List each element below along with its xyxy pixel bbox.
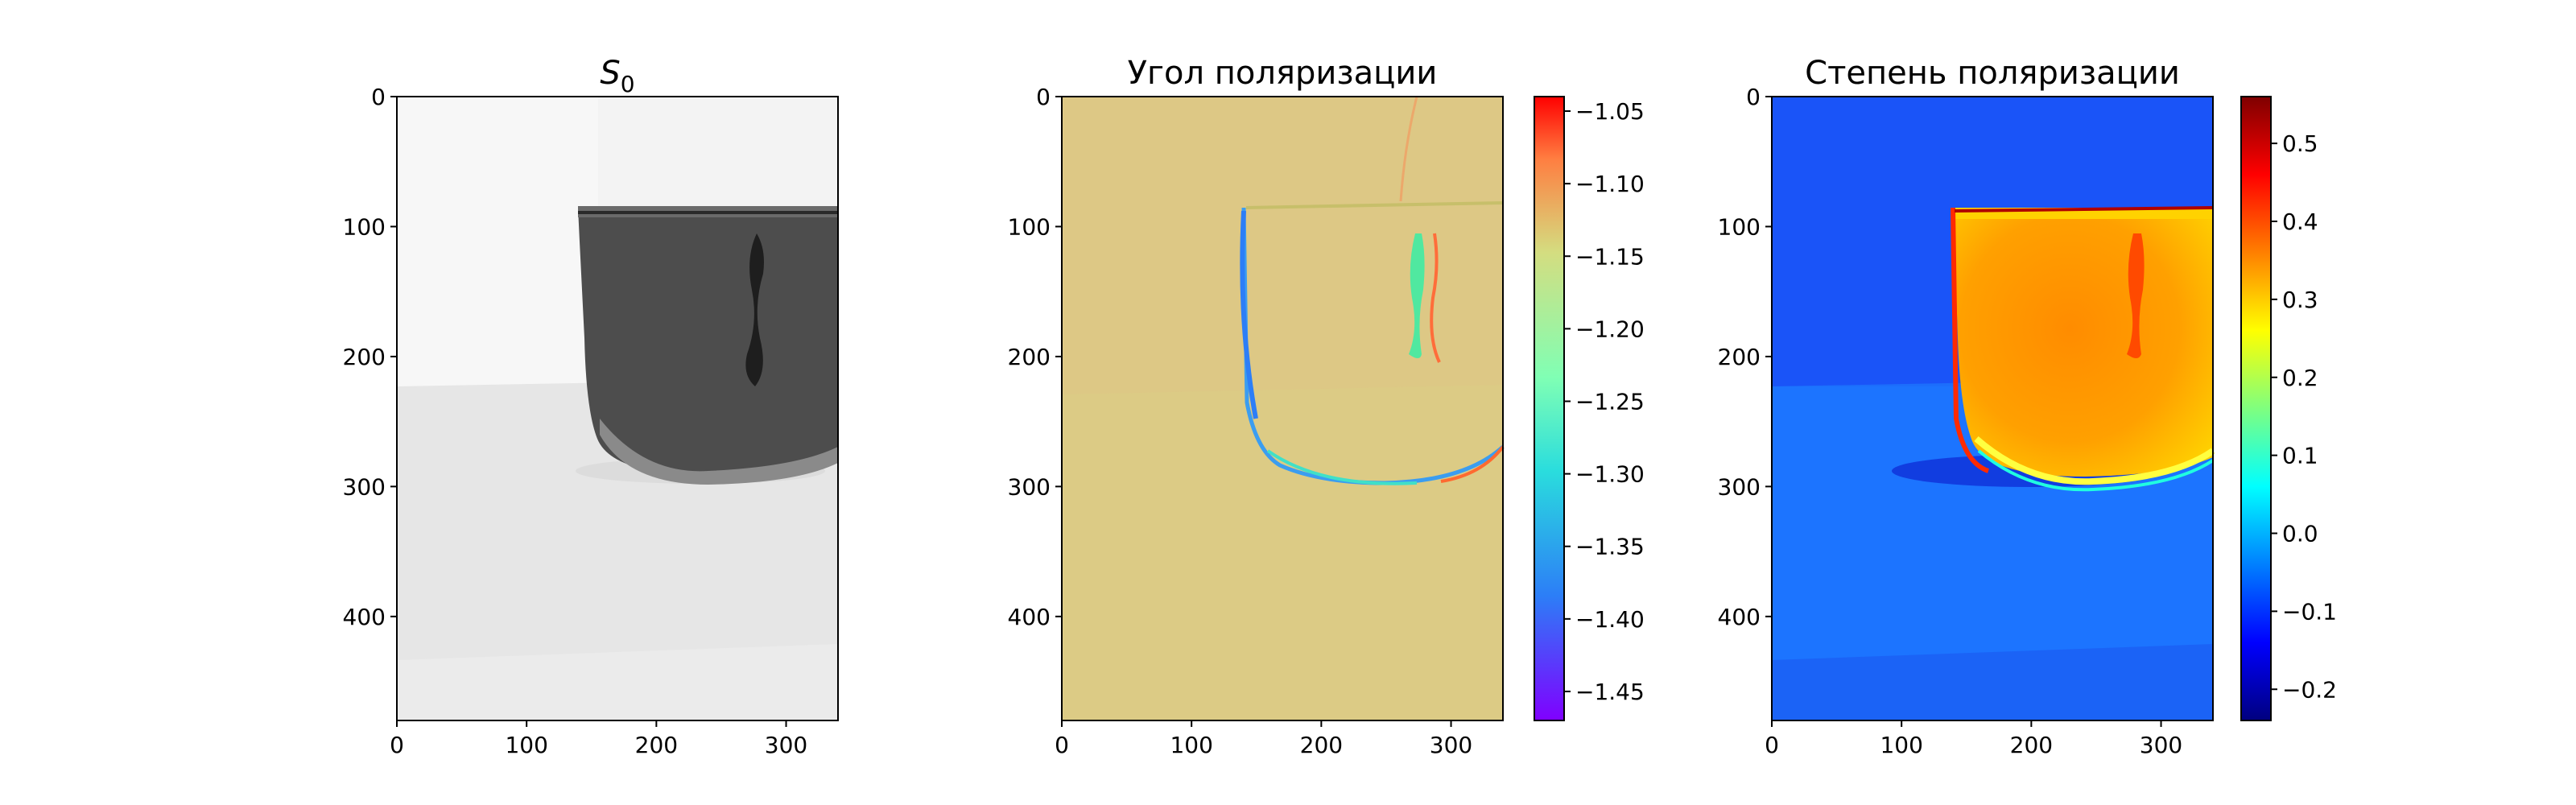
colorbar-tick-label: 0.2 xyxy=(2282,365,2318,391)
y-tick-label: 200 xyxy=(343,344,386,370)
x-tick-label: 0 xyxy=(1055,732,1069,758)
panel-angle: Угол поляризации 0 100 200 300 0 100 200 300 400… xyxy=(1008,55,1645,758)
x-tick-label: 200 xyxy=(2010,732,2053,758)
angle-image xyxy=(1062,96,1505,720)
y-tick-label: 0 xyxy=(1036,84,1051,110)
degree-ticks: 0 100 200 300 0 100 200 300 400 xyxy=(1718,84,2183,758)
degree-title: Степень поляризации xyxy=(1805,55,2180,92)
colorbar-tick-label: −1.20 xyxy=(1575,316,1645,342)
colorbar-tick-label: −1.10 xyxy=(1575,171,1645,197)
s0-image xyxy=(397,97,838,720)
angle-title: Угол поляризации xyxy=(1128,55,1438,92)
y-tick-label: 300 xyxy=(343,473,386,500)
colorbar-tick-label: −1.30 xyxy=(1575,461,1645,488)
x-tick-label: 0 xyxy=(390,732,404,758)
x-tick-label: 300 xyxy=(2140,732,2182,758)
y-tick-label: 300 xyxy=(1718,473,1761,500)
panel-s0: S0 0 100 200 300 0 100 200 300 400 xyxy=(343,55,839,758)
colorbar-tick-label: −1.45 xyxy=(1575,679,1645,705)
x-tick-label: 300 xyxy=(765,732,807,758)
y-tick-label: 200 xyxy=(1008,344,1051,370)
y-tick-label: 400 xyxy=(343,604,386,630)
x-tick-label: 100 xyxy=(1170,732,1212,758)
degree-image xyxy=(1772,97,2215,720)
colorbar-tick-label: −1.40 xyxy=(1575,606,1645,633)
panel-degree: Степень поляризации 0 100 200 300 0 100 200 300… xyxy=(1718,55,2337,758)
colorbar-tick-label: 0.3 xyxy=(2282,287,2318,313)
degree-axes-frame xyxy=(1771,96,2214,721)
s0-ticks: 0 100 200 300 0 100 200 300 400 xyxy=(343,84,808,758)
colorbar-tick-label: −1.05 xyxy=(1575,98,1645,125)
angle-ticks: 0 100 200 300 0 100 200 300 400 xyxy=(1008,84,1473,758)
colorbar-tick-label: 0.1 xyxy=(2282,443,2318,469)
x-tick-label: 300 xyxy=(1430,732,1472,758)
y-tick-label: 0 xyxy=(1746,84,1761,110)
y-tick-label: 400 xyxy=(1718,604,1761,630)
y-tick-label: 300 xyxy=(1008,473,1051,500)
y-tick-label: 200 xyxy=(1718,344,1761,370)
angle-colorbar-ticks: −1.05 −1.10 −1.15 −1.20 −1.25 −1.30 −1.35 −1.40… xyxy=(1564,98,1645,705)
colorbar-tick-label: −0.2 xyxy=(2282,676,2337,703)
colorbar-tick-label: −1.25 xyxy=(1575,388,1645,415)
y-tick-label: 100 xyxy=(1718,213,1761,240)
x-tick-label: 100 xyxy=(1880,732,1922,758)
colorbar-tick-label: 0.0 xyxy=(2282,521,2318,547)
colorbar-tick-label: −1.15 xyxy=(1575,243,1645,270)
colorbar-tick-label: −1.35 xyxy=(1575,534,1645,560)
s0-title: S0 xyxy=(600,55,634,97)
degree-colorbar-ticks: 0.5 0.4 0.3 0.2 0.1 0.0 −0.1 −0.2 xyxy=(2271,130,2337,703)
x-tick-label: 200 xyxy=(635,732,678,758)
colorbar-tick-label: 0.5 xyxy=(2282,130,2318,157)
y-tick-label: 100 xyxy=(343,213,386,240)
angle-axes-frame xyxy=(1061,96,1504,721)
x-tick-label: 200 xyxy=(1300,732,1343,758)
y-tick-label: 400 xyxy=(1008,604,1051,630)
x-tick-label: 100 xyxy=(505,732,547,758)
y-tick-label: 100 xyxy=(1008,213,1051,240)
degree-colorbar xyxy=(2240,96,2272,721)
angle-colorbar xyxy=(1534,96,1565,721)
colorbar-tick-label: 0.4 xyxy=(2282,208,2318,235)
colorbar-tick-label: −0.1 xyxy=(2282,598,2337,625)
s0-axes-frame xyxy=(396,96,839,721)
x-tick-label: 0 xyxy=(1765,732,1779,758)
y-tick-label: 0 xyxy=(371,84,386,110)
